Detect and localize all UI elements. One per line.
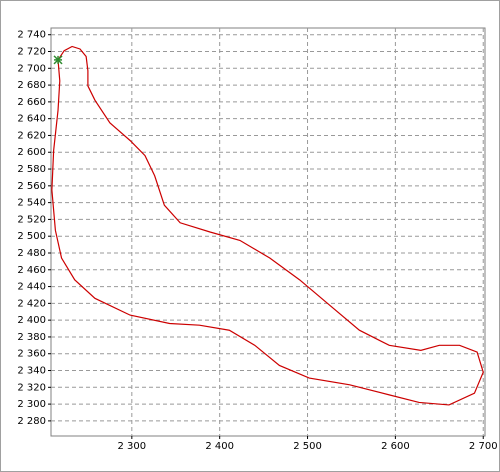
y-tick-label: 2 560	[17, 181, 46, 192]
y-tick-label: 2 600	[17, 147, 46, 158]
y-tick-label: 2 660	[17, 97, 46, 108]
plot-area	[50, 27, 486, 437]
y-tick-label: 2 520	[17, 214, 46, 225]
y-tick-label: 2 500	[17, 231, 46, 242]
y-tick-label: 2 700	[17, 63, 46, 74]
y-tick-label: 2 440	[17, 282, 46, 293]
y-tick-label: 2 580	[17, 164, 46, 175]
y-tick-label: 2 380	[17, 332, 46, 343]
start-marker	[53, 55, 63, 65]
y-tick-label: 2 620	[17, 130, 46, 141]
y-tick-label: 2 320	[17, 382, 46, 393]
y-tick-label: 2 720	[17, 47, 46, 58]
y-tick-label: 2 360	[17, 349, 46, 360]
y-tick-label: 2 400	[17, 315, 46, 326]
y-tick-label: 2 460	[17, 265, 46, 276]
x-tick-label: 2 300	[118, 441, 147, 452]
track-line	[51, 45, 484, 406]
y-tick-label: 2 300	[17, 399, 46, 410]
y-tick-label: 2 480	[17, 248, 46, 259]
x-tick-label: 2 500	[293, 441, 322, 452]
y-tick-label: 2 540	[17, 198, 46, 209]
x-tick-label: 2 400	[205, 441, 234, 452]
y-tick-label: 2 280	[17, 416, 46, 427]
x-tick-label: 2 700	[469, 441, 498, 452]
y-tick-label: 2 340	[17, 366, 46, 377]
y-tick-label: 2 740	[17, 30, 46, 41]
y-tick-label: 2 640	[17, 114, 46, 125]
x-tick-label: 2 600	[381, 441, 410, 452]
y-tick-label: 2 680	[17, 80, 46, 91]
y-tick-label: 2 420	[17, 298, 46, 309]
